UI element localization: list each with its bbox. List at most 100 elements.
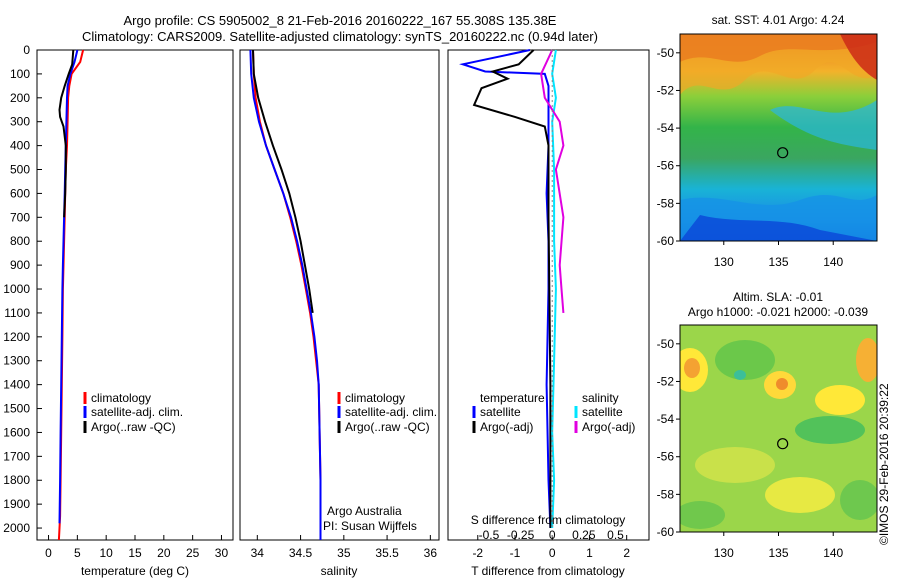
series-line [252, 49, 314, 314]
figure-title-line2: Climatology: CARS2009. Satellite-adjuste… [82, 29, 598, 44]
y-tick-label: 400 [10, 139, 30, 153]
sla-heatmap [680, 325, 877, 532]
map-y-tick-label: -60 [657, 234, 675, 248]
map-x-tick-label: 135 [768, 255, 788, 269]
y-tick-label: 200 [10, 91, 30, 105]
y-tick-label: 500 [10, 163, 30, 177]
salinity-profiles [249, 49, 322, 540]
series-line [249, 49, 322, 540]
map-y-tick-label: -56 [657, 450, 675, 464]
x-tick-label: 35 [337, 546, 351, 560]
sla-map-panel: Altim. SLA: -0.01 Argo h1000: -0.021 h20… [657, 290, 878, 560]
y-tick-label: 1300 [3, 354, 30, 368]
x-tick-label: 5 [74, 546, 81, 560]
s-tick-label: -0.5 [479, 528, 500, 542]
y-tick-label: 1900 [3, 497, 30, 511]
salinity-xlabel: salinity [321, 564, 358, 578]
sla-map-title: Altim. SLA: -0.01 [733, 290, 823, 304]
sst-heatmap [680, 34, 877, 241]
s-tick-label: 0.5 [607, 528, 624, 542]
x-tick-label: 25 [186, 546, 200, 560]
salinity-plot-frame [239, 49, 440, 541]
salinity-panel: 34 34.5 35 35.5 36 salinity climatology sate… [239, 49, 440, 578]
legend-t-argo: Argo(-adj) [480, 420, 533, 434]
salinity-legend: climatology satellite-adj. clim. Argo(..… [337, 391, 437, 434]
sla-map-axes: 130 135 140 -50 -52 -54 -56 -58 -60 [657, 337, 844, 560]
y-tick-label: 100 [10, 67, 30, 81]
y-tick-label: 1000 [3, 282, 30, 296]
s-tick-label: -0.25 [507, 528, 535, 542]
y-tick-label: 1400 [3, 378, 30, 392]
temperature-plot-frame [36, 49, 234, 541]
legend-salinity-heading: salinity [582, 391, 619, 405]
x-tick-label: 34.5 [289, 546, 313, 560]
legend-satellite-clim-s: satellite-adj. clim. [345, 405, 437, 419]
y-tick-label: 1600 [3, 425, 30, 439]
salinity-x-axis: 34 34.5 35 35.5 36 [251, 535, 438, 560]
temperature-panel: 0100200300400500600700800900100011001200… [3, 43, 234, 578]
map-x-tick-label: 140 [823, 546, 843, 560]
legend-satellite-clim: satellite-adj. clim. [91, 405, 183, 419]
map-x-tick-label: 140 [823, 255, 843, 269]
map-y-tick-label: -52 [657, 83, 675, 97]
sst-map-panel: sat. SST: 4.01 Argo: 4.24 130 135 140 -50 -5… [657, 13, 878, 269]
series-line [472, 49, 552, 528]
temperature-profiles [57, 49, 85, 541]
difference-profiles [459, 49, 565, 540]
series-line [551, 49, 557, 529]
credit-line2: PI: Susan Wijffels [323, 519, 417, 533]
temperature-x-axis: 0 5 10 15 20 25 30 [45, 535, 228, 560]
legend-argo-raw-s: Argo(..raw -QC) [345, 420, 430, 434]
map-y-tick-label: -56 [657, 159, 675, 173]
y-tick-label: 1500 [3, 402, 30, 416]
x-tick-label: 1 [586, 546, 593, 560]
y-tick-label: 600 [10, 186, 30, 200]
series-line [540, 49, 565, 313]
x-tick-label: 0 [549, 546, 556, 560]
legend-t-satellite: satellite [480, 405, 521, 419]
y-tick-label: 0 [23, 43, 30, 57]
y-tick-label: 300 [10, 115, 30, 129]
y-tick-label: 900 [10, 258, 30, 272]
difference-legend: temperature satellite Argo(-adj) salinit… [472, 391, 635, 434]
y-tick-label: 1700 [3, 449, 30, 463]
legend-s-argo: Argo(-adj) [582, 420, 635, 434]
y-tick-label: 2000 [3, 521, 30, 535]
map-y-tick-label: -54 [657, 121, 675, 135]
x-tick-label: 36 [424, 546, 438, 560]
legend-s-satellite: satellite [582, 405, 623, 419]
argo-location-marker [777, 147, 789, 159]
sla-map-subtitle: Argo h1000: -0.021 h2000: -0.039 [688, 305, 868, 319]
x-tick-label: 15 [128, 546, 142, 560]
temperature-legend: climatology satellite-adj. clim. Argo(..… [83, 391, 183, 434]
x-tick-label: 35.5 [375, 546, 399, 560]
legend-argo-raw: Argo(..raw -QC) [91, 420, 176, 434]
x-tick-label: -2 [472, 546, 483, 560]
x-tick-label: 2 [623, 546, 630, 560]
map-y-tick-label: -54 [657, 412, 675, 426]
credit-line1: Argo Australia [327, 504, 402, 518]
y-tick-label: 700 [10, 210, 30, 224]
s-tick-label: 0.25 [572, 528, 596, 542]
x-tick-label: 20 [157, 546, 171, 560]
y-tick-label: 1100 [4, 306, 30, 320]
series-line [58, 49, 75, 218]
t-difference-label: T difference from climatology [471, 564, 625, 578]
figure-title-line1: Argo profile: CS 5905002_8 21-Feb-2016 2… [123, 13, 557, 28]
legend-climatology: climatology [91, 391, 151, 405]
y-tick-label: 1800 [3, 473, 30, 487]
x-tick-label: 0 [45, 546, 52, 560]
map-y-tick-label: -52 [657, 374, 675, 388]
argo-location-marker [777, 438, 789, 450]
y-tick-label: 800 [10, 234, 30, 248]
map-x-tick-label: 135 [768, 546, 788, 560]
depth-axis: 0 100 200 300 400 500 600 700 800 900 1000 1100 1200… [3, 43, 42, 535]
x-tick-label: 10 [99, 546, 113, 560]
footer-timestamp: ©IMOS 29-Feb-2016 20:39:22 [877, 383, 891, 545]
map-y-tick-label: -50 [657, 337, 675, 351]
legend-temperature-heading: temperature [480, 391, 545, 405]
map-y-tick-label: -58 [657, 487, 675, 501]
